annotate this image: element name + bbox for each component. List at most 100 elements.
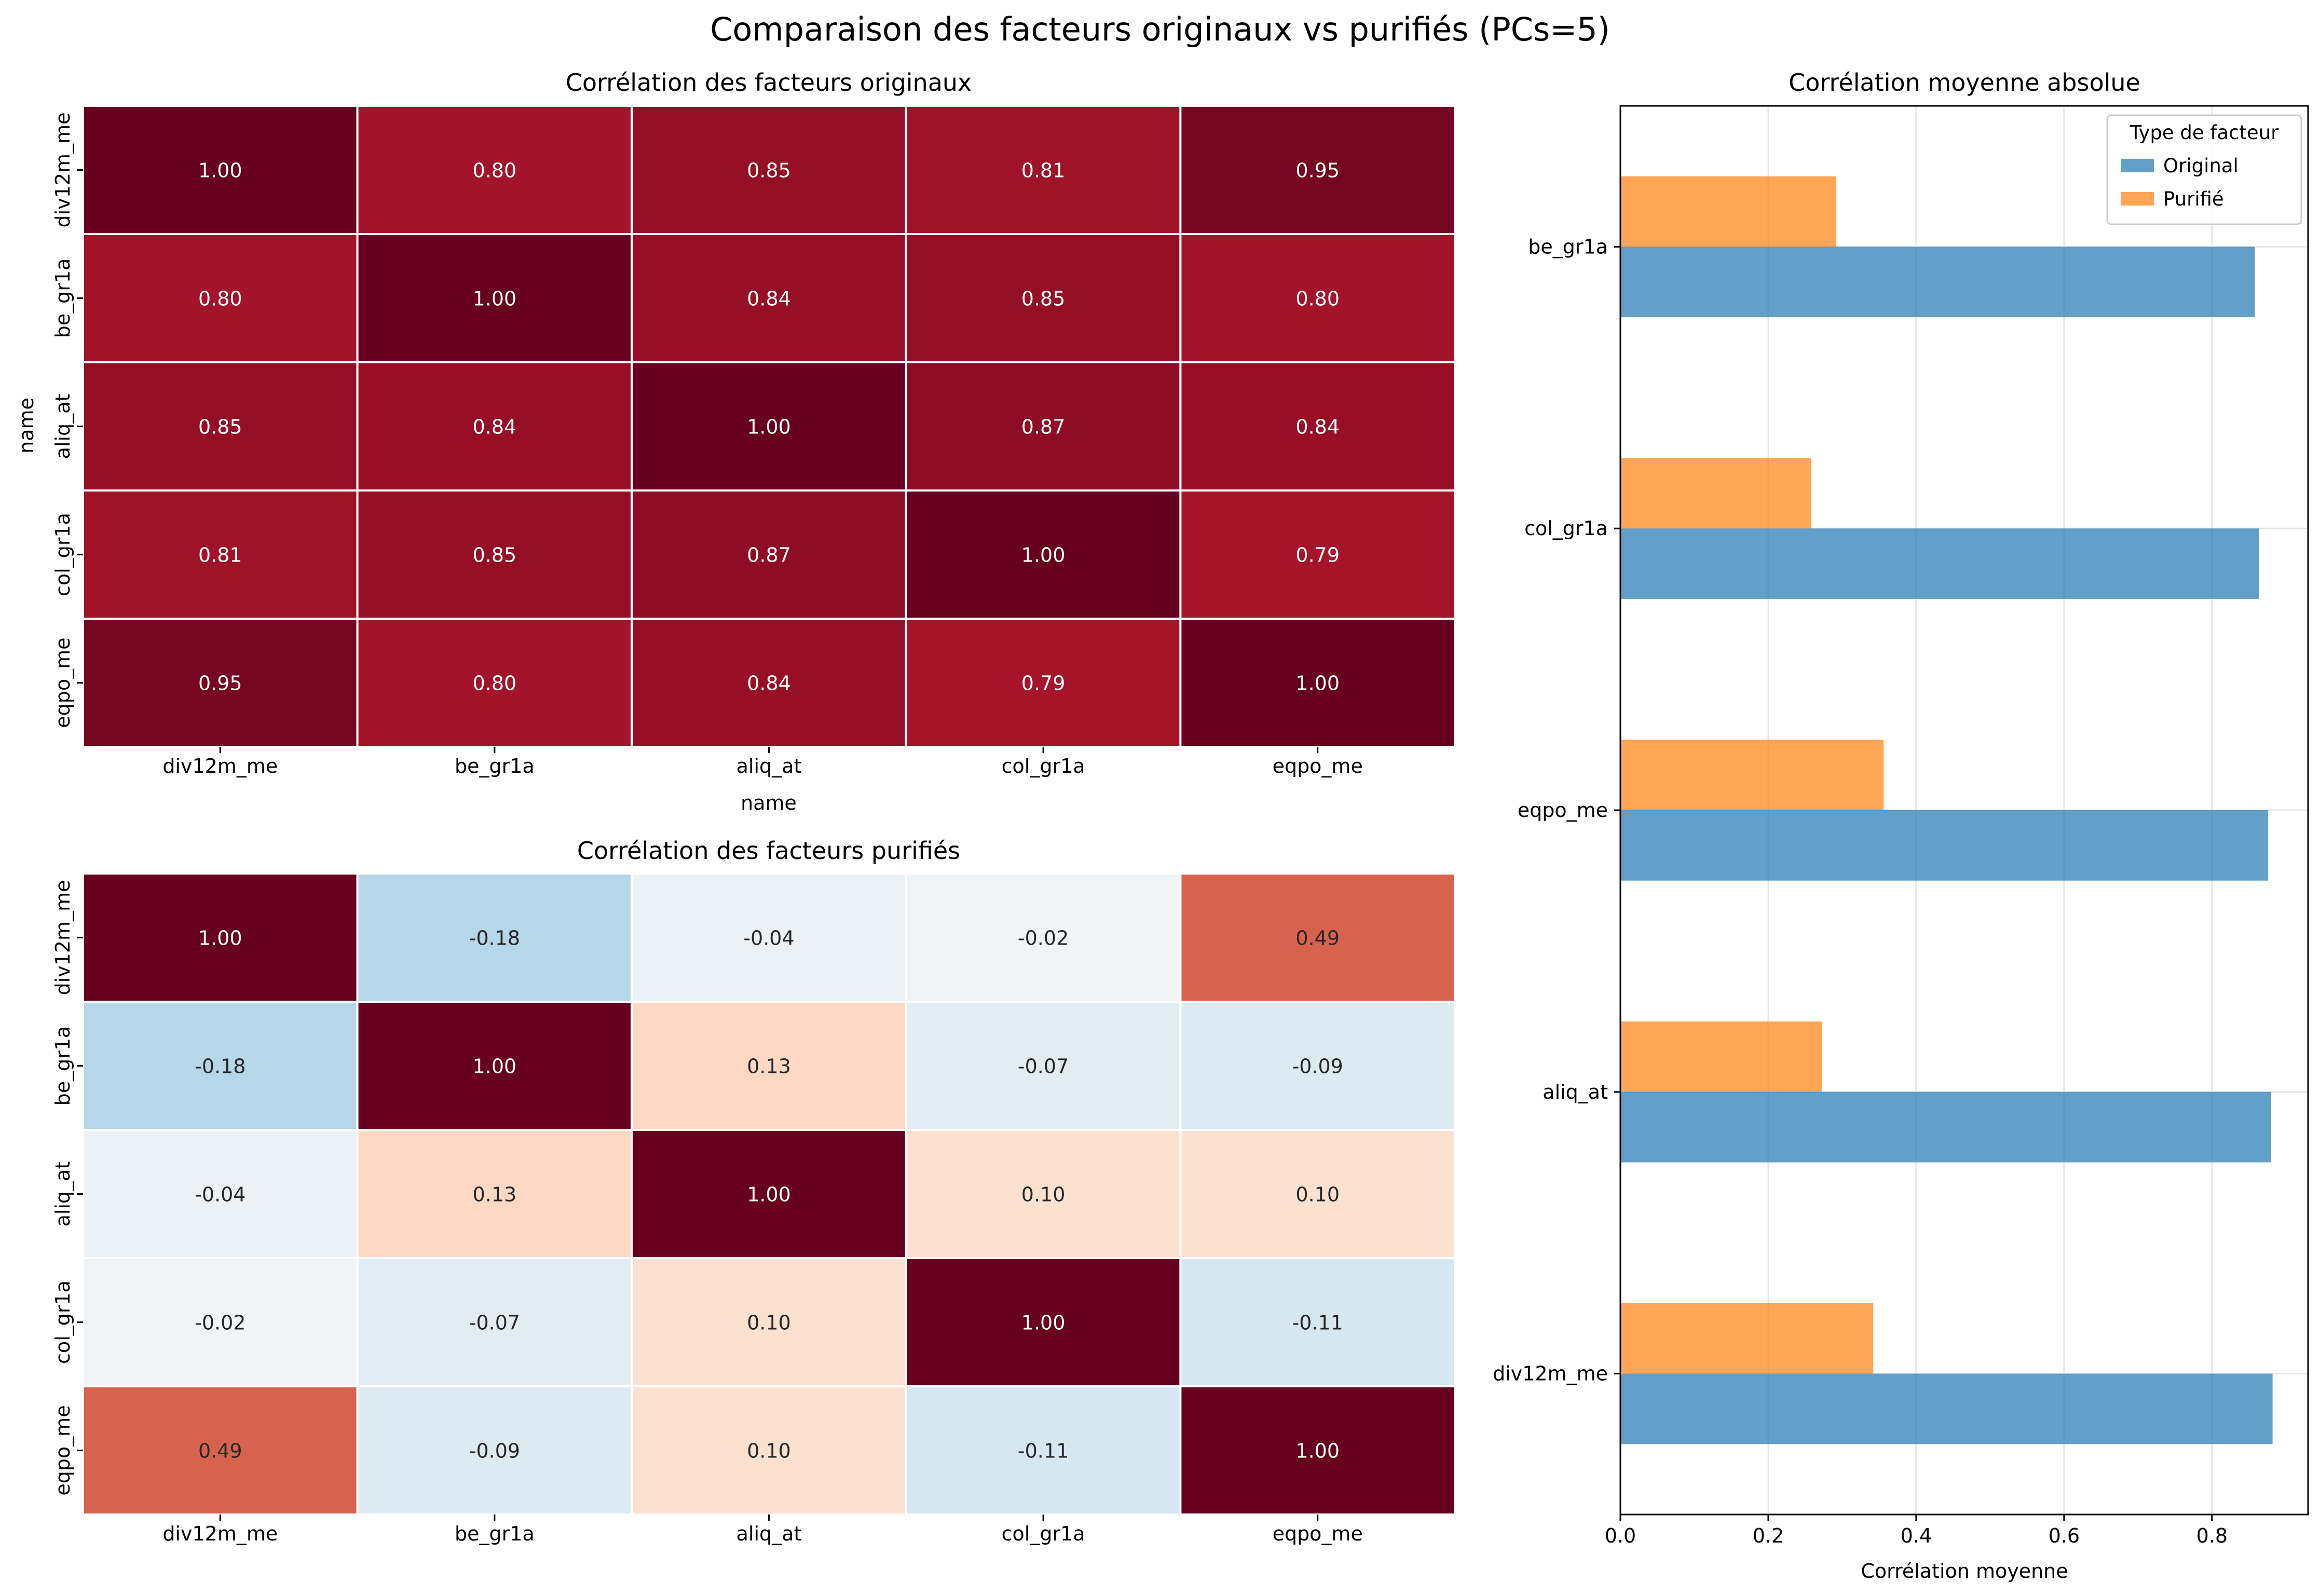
heatmap-originaux-y-tick-label: be_gr1a xyxy=(51,258,74,338)
heatmap-purifies-cell-label: 0.13 xyxy=(747,1055,791,1078)
heatmap-purifies-cell xyxy=(631,1001,907,1131)
heatmap-purifies-cell-label: -0.04 xyxy=(743,927,794,950)
heatmap-purifies-cell xyxy=(631,872,907,1003)
heatmap-originaux-cell xyxy=(1179,233,1456,363)
heatmap-purifies-y-tick-label: div12m_me xyxy=(51,880,74,995)
heatmap-originaux-cell-label: 1.00 xyxy=(747,416,791,439)
heatmap-originaux-cell-label: 0.85 xyxy=(747,159,791,182)
heatmap-purifies-cell-label: 1.00 xyxy=(1295,1440,1340,1463)
heatmap-originaux-cell xyxy=(1179,618,1456,748)
bar-chart-legend: Type de facteur Original Purifié xyxy=(2106,114,2302,225)
heatmap-purifies-cell-label: -0.18 xyxy=(469,927,520,950)
heatmap-purifies-cell-label: -0.07 xyxy=(469,1312,520,1334)
heatmap-originaux-cell-label: 0.80 xyxy=(1295,288,1340,310)
heatmap-originaux-cell-label: 0.80 xyxy=(473,672,517,695)
heatmap-originaux-x-tick-label: div12m_me xyxy=(162,755,278,777)
heatmap-originaux-cell xyxy=(631,105,907,235)
heatmap-originaux-cell-label: 0.95 xyxy=(198,672,242,695)
heatmap-purifies-y-tick-label: be_gr1a xyxy=(51,1026,74,1106)
heatmap-originaux-cell-label: 0.80 xyxy=(473,159,517,182)
heatmap-purifies-cell-label: 0.13 xyxy=(473,1183,517,1206)
heatmap-purifies-y-tick-label: aliq_at xyxy=(51,1162,74,1227)
heatmap-purifies-y-tick-label: eqpo_me xyxy=(51,1405,74,1495)
heatmap-purifies-cell-label: -0.18 xyxy=(195,1055,245,1078)
bar-chart-xlabel: Corrélation moyenne xyxy=(1861,1560,2068,1583)
heatmap-originaux-y-tick-label: div12m_me xyxy=(51,113,74,228)
heatmap-purifies-x-tick-label: col_gr1a xyxy=(1002,1522,1085,1545)
heatmap-originaux-cell xyxy=(905,489,1182,620)
bar-x-tick-label: 0.6 xyxy=(2049,1524,2080,1547)
heatmap-purifies-cell-label: -0.04 xyxy=(195,1183,245,1206)
heatmap-purifies-cell-label: 0.49 xyxy=(198,1440,242,1463)
heatmap-originaux-x-tick-label: aliq_at xyxy=(736,755,802,777)
bar-x-tick-label: 0.0 xyxy=(1605,1524,1636,1547)
bar-original xyxy=(1620,1373,2273,1444)
legend-label-purifie: Purifié xyxy=(2163,188,2224,210)
legend-swatch-purifie xyxy=(2121,192,2154,206)
heatmap-purifies-cell xyxy=(356,1129,633,1259)
heatmap-purifies-cell xyxy=(356,1257,633,1387)
heatmap-purifies-cell-label: 0.49 xyxy=(1295,927,1340,950)
heatmap-purifies-cell-label: 1.00 xyxy=(198,927,242,950)
heatmap-originaux-cell xyxy=(356,361,633,492)
heatmap-purifies-cell-label: 1.00 xyxy=(747,1183,791,1206)
heatmap-purifies-cell xyxy=(1179,1129,1456,1259)
heatmap-purifies-cell-label: 1.00 xyxy=(473,1055,517,1078)
heatmap-originaux-cell xyxy=(905,233,1182,363)
heatmap-purifies-cell-label: -0.07 xyxy=(1018,1055,1069,1078)
heatmap-purifies-cell-label: 0.10 xyxy=(1295,1183,1340,1206)
figure-title: Comparaison des facteurs originaux vs pu… xyxy=(710,10,1610,48)
heatmap-originaux-cell xyxy=(905,618,1182,748)
bar-original xyxy=(1620,810,2269,881)
heatmap-purifies-cells: 1.00 -0.18 -0.04 -0.02 0.49 -0.18 1.00 0.13 -0.0… xyxy=(51,872,1456,1545)
legend-title: Type de facteur xyxy=(2130,121,2280,144)
heatmap-purifies: Corrélation des facteurs purifiés 1.00 -0… xyxy=(51,837,1456,1545)
bar-purifie xyxy=(1620,1303,1874,1374)
heatmap-originaux-y-tick-label: aliq_at xyxy=(51,394,74,459)
heatmap-originaux-cell xyxy=(1179,361,1456,492)
heatmap-purifies-cell xyxy=(1179,1385,1456,1516)
heatmap-purifies-cell-label: 0.10 xyxy=(1021,1183,1066,1206)
heatmap-originaux-y-tick-label: eqpo_me xyxy=(51,637,74,728)
heatmap-originaux-cell-label: 1.00 xyxy=(1295,672,1340,695)
heatmap-originaux-cell-label: 1.00 xyxy=(198,159,242,182)
heatmap-purifies-cell xyxy=(631,1385,907,1516)
heatmap-purifies-cell-label: -0.02 xyxy=(1018,927,1069,950)
heatmap-originaux-cell-label: 0.84 xyxy=(1295,416,1340,439)
bar-x-tick-label: 0.4 xyxy=(1901,1524,1932,1547)
heatmap-purifies-x-tick-label: be_gr1a xyxy=(455,1522,535,1545)
heatmap-originaux-cell-label: 0.85 xyxy=(1021,288,1066,310)
heatmap-originaux-cell xyxy=(356,618,633,748)
heatmap-originaux-cell-label: 1.00 xyxy=(1021,544,1066,567)
heatmap-originaux-cell xyxy=(82,489,359,620)
heatmap-purifies-cell xyxy=(905,1129,1182,1259)
bar-y-tick-label: col_gr1a xyxy=(1524,517,1608,540)
heatmap-originaux-cell-label: 1.00 xyxy=(473,288,517,310)
heatmap-originaux-cell-label: 0.79 xyxy=(1295,544,1340,567)
heatmap-originaux-cell-label: 0.81 xyxy=(1021,159,1066,182)
bar-y-tick-label: aliq_at xyxy=(1543,1081,1608,1103)
bar-x-tick-label: 0.8 xyxy=(2196,1524,2228,1547)
heatmap-originaux-cell xyxy=(1179,489,1456,620)
bar-original xyxy=(1620,247,2255,318)
bar-purifie xyxy=(1620,740,1884,810)
bar-original xyxy=(1620,1092,2271,1163)
heatmap-originaux-cell xyxy=(356,489,633,620)
heatmap-originaux-cell xyxy=(631,361,907,492)
heatmap-purifies-cell-label: 1.00 xyxy=(1021,1312,1066,1334)
heatmap-originaux-cell-label: 0.84 xyxy=(747,288,791,310)
heatmap-originaux-x-tick-label: be_gr1a xyxy=(455,755,535,777)
heatmap-originaux-cell-label: 0.79 xyxy=(1021,672,1066,695)
bar-purifie xyxy=(1620,176,1837,247)
heatmap-purifies-x-tick-label: div12m_me xyxy=(162,1522,278,1545)
heatmap-purifies-cell xyxy=(356,1385,633,1516)
heatmap-purifies-y-tick-label: col_gr1a xyxy=(51,1280,74,1364)
legend-label-original: Original xyxy=(2163,155,2239,177)
heatmap-purifies-cell xyxy=(905,1257,1182,1387)
bar-purifie xyxy=(1620,458,1811,529)
bar-y-tick-label: eqpo_me xyxy=(1518,799,1608,822)
heatmap-originaux-cell xyxy=(631,489,907,620)
heatmap-purifies-cell-label: -0.02 xyxy=(195,1312,245,1334)
heatmap-purifies-cell xyxy=(1179,1257,1456,1387)
heatmap-originaux-cell-label: 0.81 xyxy=(198,544,242,567)
